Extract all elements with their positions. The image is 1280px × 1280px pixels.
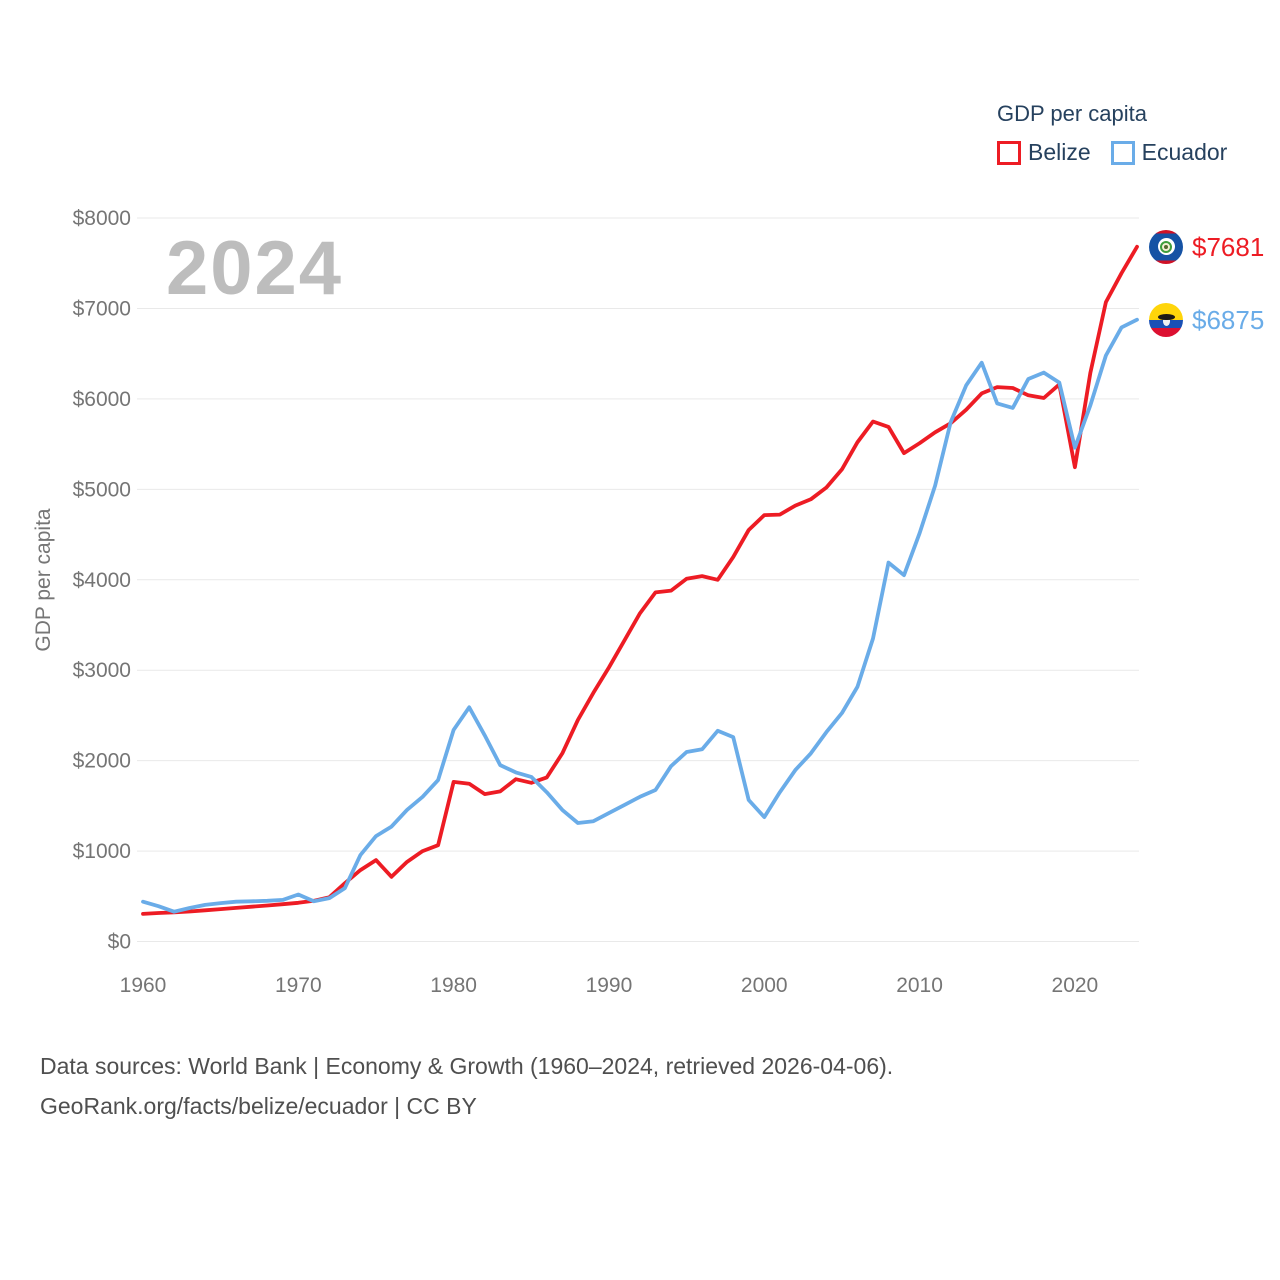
- ecuador-flag-shield: [1162, 317, 1170, 326]
- legend-item-ecuador[interactable]: Ecuador: [1110, 139, 1228, 166]
- x-tick-label: 2010: [896, 974, 943, 997]
- belize-flag-center: [1157, 238, 1175, 256]
- legend: GDP per capita Belize Ecuador: [997, 101, 1227, 166]
- belize-color-swatch: [997, 140, 1021, 165]
- x-tick-label: 2000: [741, 974, 788, 997]
- legend-label-ecuador: Ecuador: [1141, 139, 1228, 165]
- y-tick-label: $1000: [73, 840, 131, 863]
- y-tick-label: $4000: [73, 569, 131, 592]
- year-watermark: 2024: [166, 226, 344, 311]
- footer-sources: Data sources: World Bank | Economy & Gro…: [40, 1053, 894, 1079]
- legend-title: GDP per capita: [997, 101, 1148, 126]
- y-tick-label: $3000: [73, 659, 131, 682]
- ecuador-line[interactable]: [141, 317, 1139, 914]
- ecuador-color-swatch: [1110, 140, 1135, 165]
- y-tick-label: $6000: [73, 388, 131, 411]
- x-tick-label: 1970: [275, 974, 322, 997]
- x-tick-label: 1960: [120, 974, 167, 997]
- legend-item-belize[interactable]: Belize: [997, 139, 1091, 166]
- legend-label-belize: Belize: [1028, 139, 1091, 165]
- x-tick-label: 1990: [586, 974, 633, 997]
- belize-flag-icon: [1149, 229, 1183, 264]
- y-tick-label: $0: [108, 931, 131, 954]
- legend-items: Belize Ecuador: [997, 139, 1227, 166]
- x-tick-label: 2020: [1052, 974, 1099, 997]
- belize-end-value: $7681: [1192, 231, 1265, 262]
- ecuador-flag-icon: [1149, 302, 1183, 337]
- footer: Data sources: World Bank | Economy & Gro…: [40, 1046, 893, 1126]
- ecuador-flag-condor: [1157, 313, 1175, 320]
- belize-flag-crest: [1164, 244, 1168, 249]
- x-tick-label: 1980: [430, 974, 477, 997]
- belize-line[interactable]: [141, 244, 1139, 916]
- y-tick-label: $7000: [73, 297, 131, 320]
- y-tick-label: $2000: [73, 750, 131, 773]
- footer-attribution: GeoRank.org/facts/belize/ecuador | CC BY: [40, 1093, 477, 1119]
- ecuador-end-value: $6875: [1192, 304, 1265, 335]
- y-tick-label: $5000: [73, 478, 131, 501]
- y-tick-label: $8000: [73, 207, 131, 230]
